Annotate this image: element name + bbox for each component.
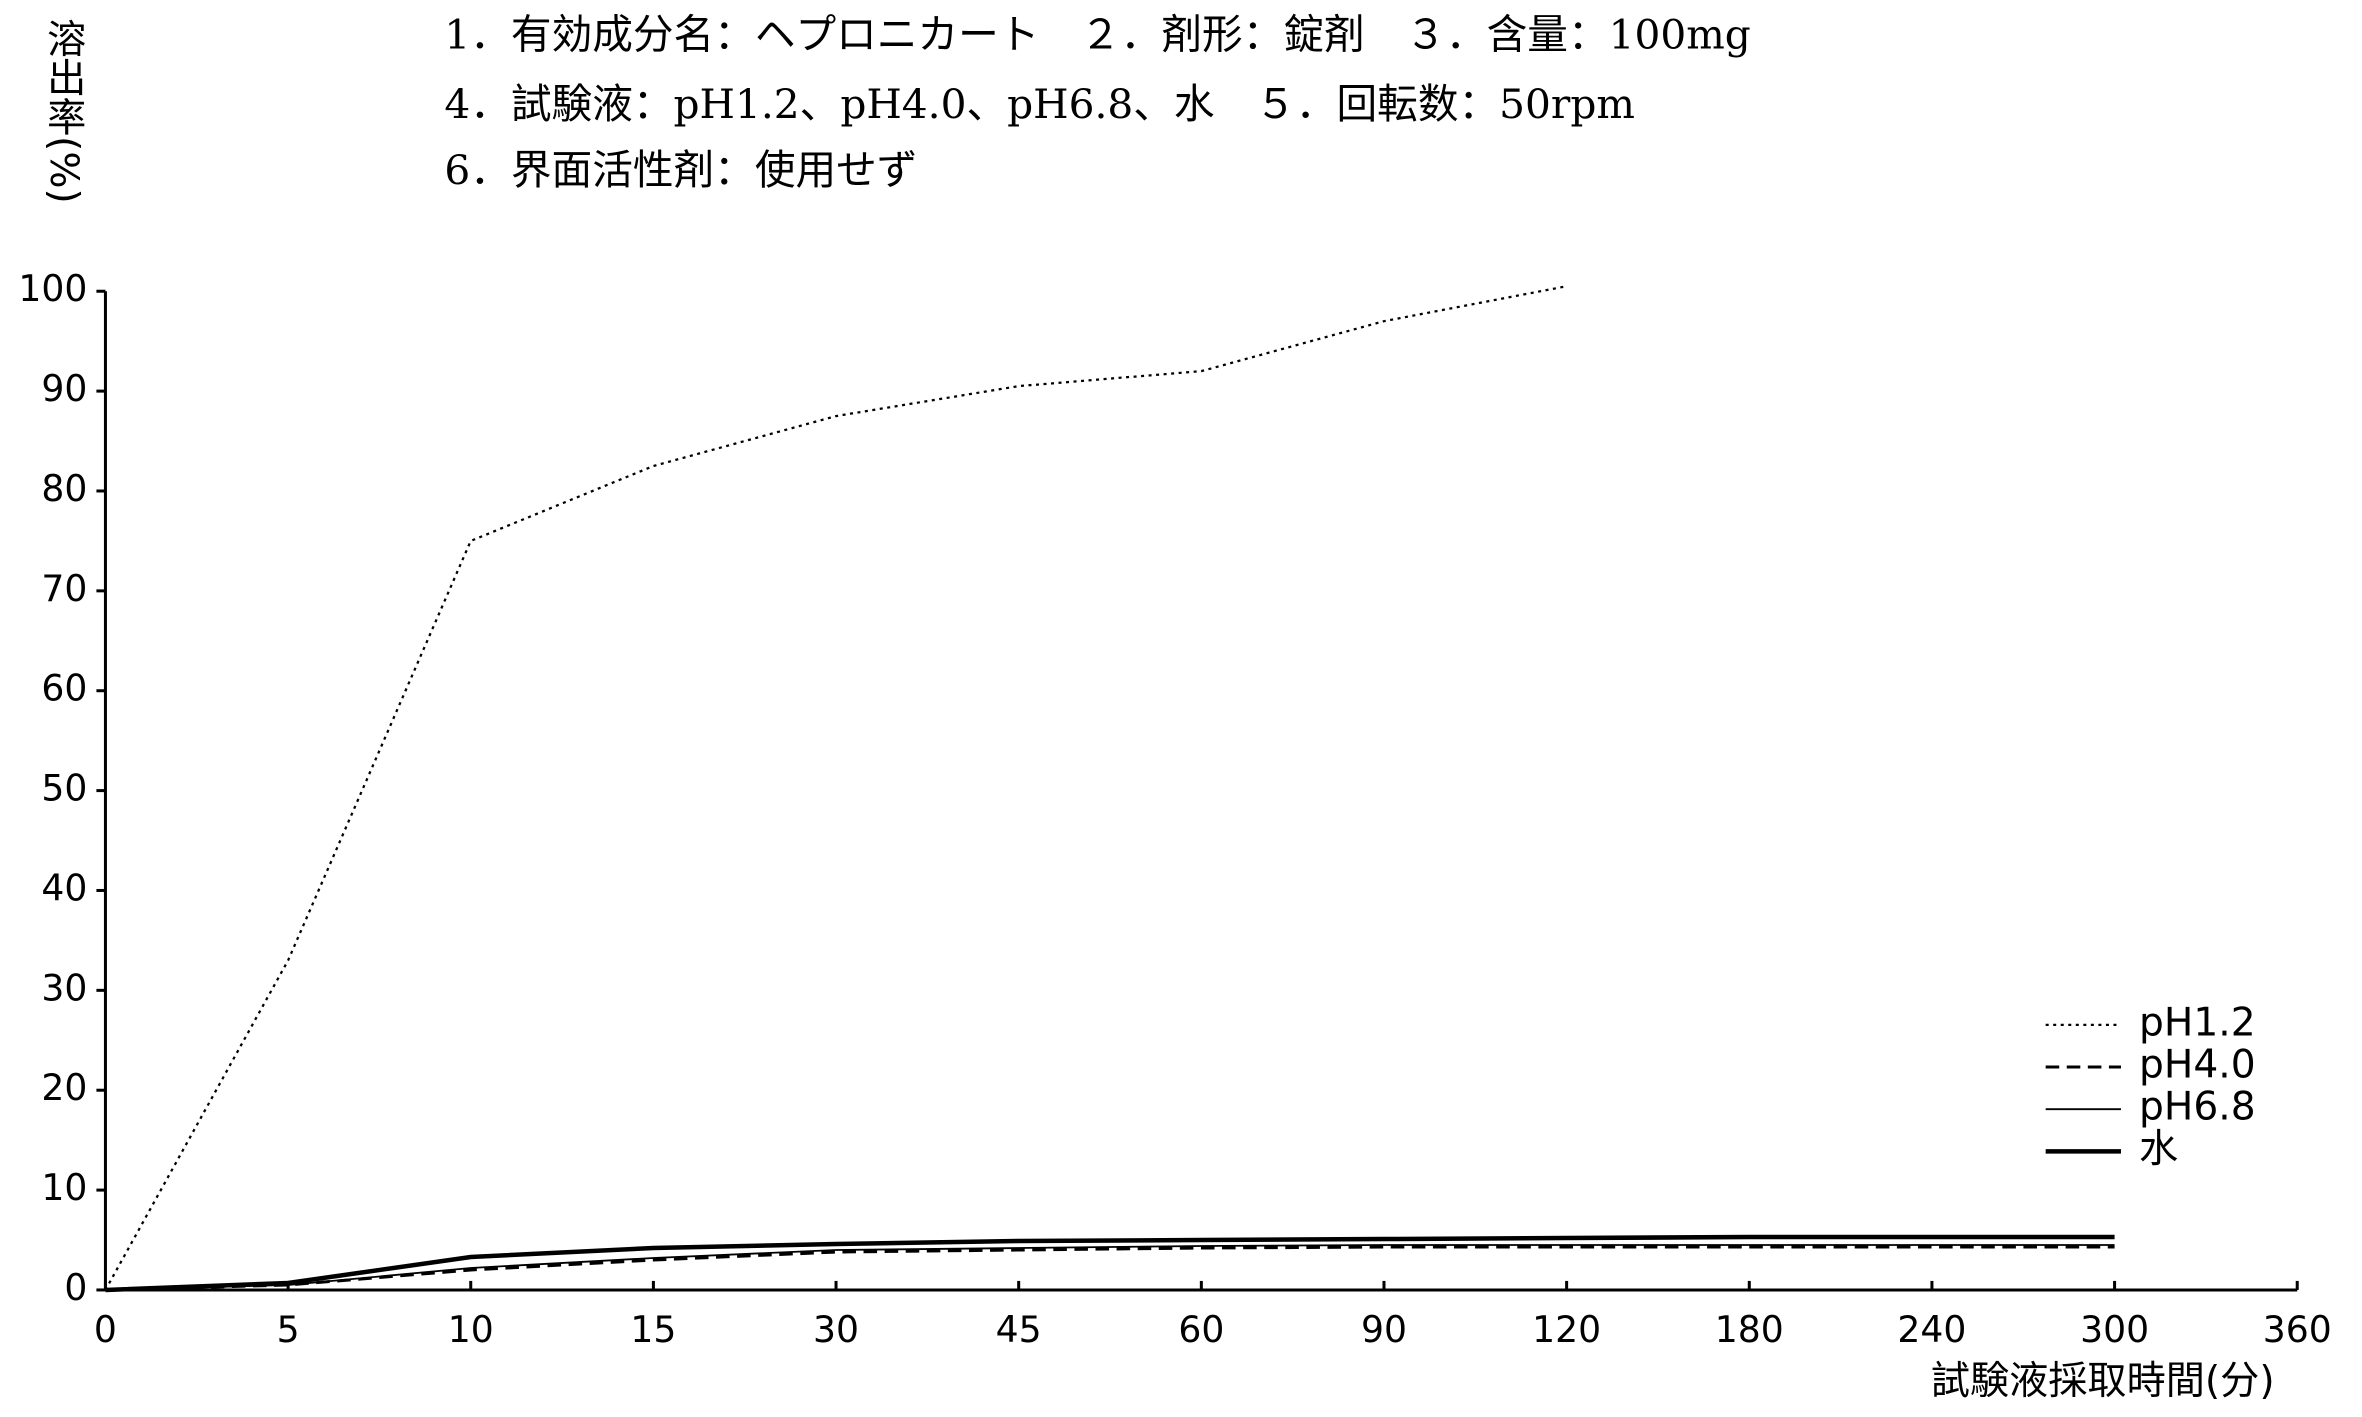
y-tick-label: 40 — [41, 866, 87, 909]
x-tick-label: 60 — [1178, 1308, 1224, 1351]
series-line — [105, 1234, 2115, 1293]
y-tick-label: 20 — [41, 1066, 87, 1109]
x-tick-label: 360 — [2263, 1308, 2332, 1351]
legend-label: pH1.2 — [2139, 1000, 2256, 1045]
legend-label: 水 — [2139, 1127, 2178, 1172]
header-line: 1．有効成分名：ヘプロニカート ２．剤形：錠剤 ３．含量：100mg — [444, 11, 1750, 59]
y-tick-label: 30 — [41, 966, 87, 1009]
series-line — [105, 1244, 2115, 1291]
y-tick-label: 10 — [41, 1166, 87, 1209]
y-tick-label: 60 — [41, 667, 87, 710]
x-tick-label: 300 — [2080, 1308, 2149, 1351]
y-tick-label: 100 — [18, 267, 87, 310]
x-tick-label: 180 — [1715, 1308, 1784, 1351]
x-tick-label: 10 — [448, 1308, 494, 1351]
x-tick-label: 30 — [813, 1308, 859, 1351]
x-tick-label: 90 — [1361, 1308, 1407, 1351]
header-line: 6．界面活性剤：使用せず — [444, 146, 917, 194]
y-tick-label: 70 — [41, 567, 87, 610]
x-tick-label: 240 — [1897, 1308, 1966, 1351]
header-line: 4．試験液：pH1.2、pH4.0、pH6.8、水 ５．回転数：50rpm — [444, 80, 1635, 128]
legend-label: pH6.8 — [2139, 1085, 2256, 1130]
y-tick-label: 80 — [41, 467, 87, 510]
x-tick-label: 120 — [1532, 1308, 1601, 1351]
x-axis-label: 試験液採取時間(分) — [1931, 1359, 2275, 1404]
x-tick-label: 45 — [996, 1308, 1042, 1351]
y-tick-label: 0 — [64, 1266, 87, 1309]
legend-label: pH4.0 — [2139, 1043, 2256, 1088]
x-tick-label: 15 — [630, 1308, 676, 1351]
x-tick-label: 5 — [277, 1308, 300, 1351]
x-tick-label: 0 — [94, 1308, 117, 1351]
y-axis-label: 溶出率(%) — [41, 19, 86, 204]
series-line — [104, 285, 1567, 1291]
y-tick-label: 90 — [41, 367, 87, 410]
y-tick-label: 50 — [41, 767, 87, 810]
series-line — [105, 1245, 2115, 1292]
